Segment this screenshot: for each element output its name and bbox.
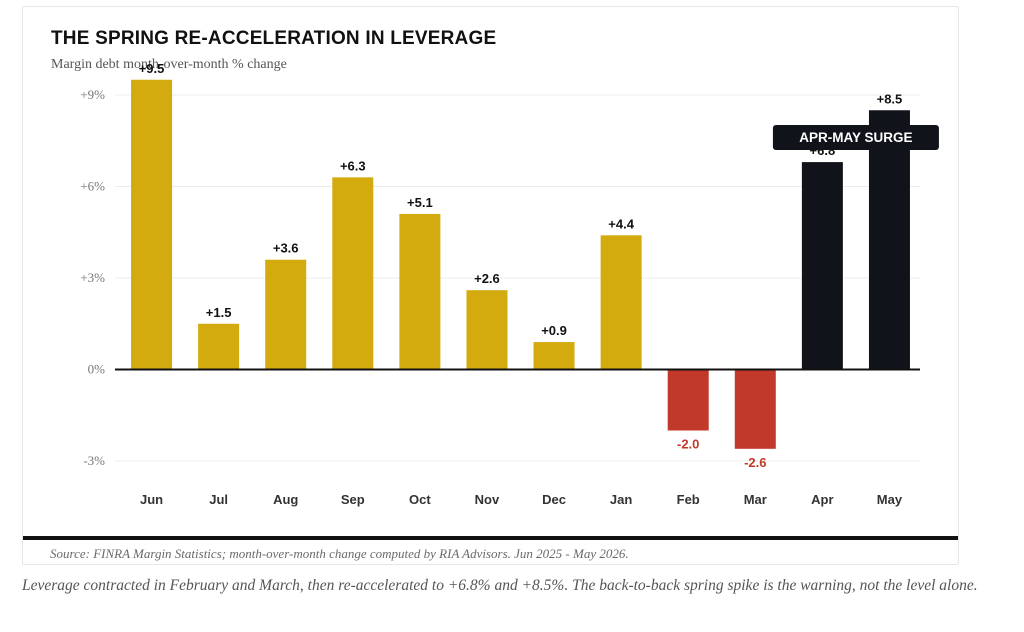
- value-label-nov: +2.6: [474, 271, 500, 286]
- value-label-dec: +0.9: [541, 323, 567, 338]
- value-label-sep: +6.3: [340, 158, 366, 173]
- bar-nov: [466, 290, 508, 370]
- category-label-jul: Jul: [209, 492, 228, 507]
- bar-dec: [533, 342, 575, 370]
- footer-rule: [23, 536, 958, 540]
- bar-jun: [131, 79, 173, 370]
- y-tick-label: -3%: [83, 453, 105, 468]
- bar-jan: [600, 235, 642, 370]
- chart-caption: Leverage contracted in February and Marc…: [22, 577, 978, 594]
- value-label-feb: -2.0: [677, 437, 699, 452]
- annotation-label: APR-MAY SURGE: [799, 130, 912, 145]
- y-tick-label: +6%: [80, 179, 105, 194]
- bar-sep: [332, 177, 374, 370]
- surge-annotation: APR-MAY SURGE: [772, 125, 939, 150]
- category-label-sep: Sep: [341, 492, 365, 507]
- value-label-may: +8.5: [877, 91, 903, 106]
- value-label-oct: +5.1: [407, 195, 433, 210]
- category-label-aug: Aug: [273, 492, 298, 507]
- bar-aug: [265, 259, 307, 370]
- value-label-mar: -2.6: [744, 455, 766, 470]
- chart-card: THE SPRING RE-ACCELERATION IN LEVERAGE M…: [22, 6, 959, 565]
- bar-apr: [801, 162, 843, 370]
- y-tick-label: +9%: [80, 87, 105, 102]
- bar-oct: [399, 213, 441, 370]
- chart-subtitle: Margin debt month-over-month % change: [51, 57, 287, 72]
- bar-jul: [198, 323, 240, 370]
- category-label-oct: Oct: [409, 492, 431, 507]
- annotation-box: [772, 125, 939, 150]
- category-label-jun: Jun: [140, 492, 163, 507]
- value-label-aug: +3.6: [273, 241, 299, 256]
- bar-may: [868, 110, 910, 370]
- chart-title: THE SPRING RE-ACCELERATION IN LEVERAGE: [51, 28, 497, 49]
- y-tick-label: +3%: [80, 270, 105, 285]
- category-labels: Jun Jul Aug Sep Oct Nov Dec Jan Feb Mar Apr May: [140, 492, 903, 507]
- value-label-jan: +4.4: [608, 216, 634, 231]
- y-axis-ticks: +9% +6% +3% 0% -3%: [80, 87, 105, 468]
- value-label-jul: +1.5: [206, 305, 232, 320]
- grid-lines: [115, 94, 920, 462]
- bar-chart: +9%+6%+3%0%-3% +9.5+1.5+3.6+6.3+5.1+2.6+…: [80, 61, 939, 507]
- y-tick-label: 0%: [88, 362, 106, 377]
- category-label-may: May: [877, 492, 903, 507]
- source-note: Source: FINRA Margin Statistics; month-o…: [50, 546, 629, 561]
- category-label-jan: Jan: [610, 492, 632, 507]
- category-label-apr: Apr: [811, 492, 833, 507]
- value-label-jun: +9.5: [139, 61, 165, 76]
- bars: [131, 79, 910, 449]
- bar-feb: [667, 369, 709, 431]
- category-label-feb: Feb: [677, 492, 700, 507]
- bar-mar: [734, 369, 776, 449]
- category-label-dec: Dec: [542, 492, 566, 507]
- category-label-nov: Nov: [475, 492, 500, 507]
- category-label-mar: Mar: [744, 492, 767, 507]
- value-labels: +9.5 +1.5 +3.6 +6.3 +5.1 +2.6 +0.9 +4.4 -2.0 -2.6…: [139, 61, 903, 470]
